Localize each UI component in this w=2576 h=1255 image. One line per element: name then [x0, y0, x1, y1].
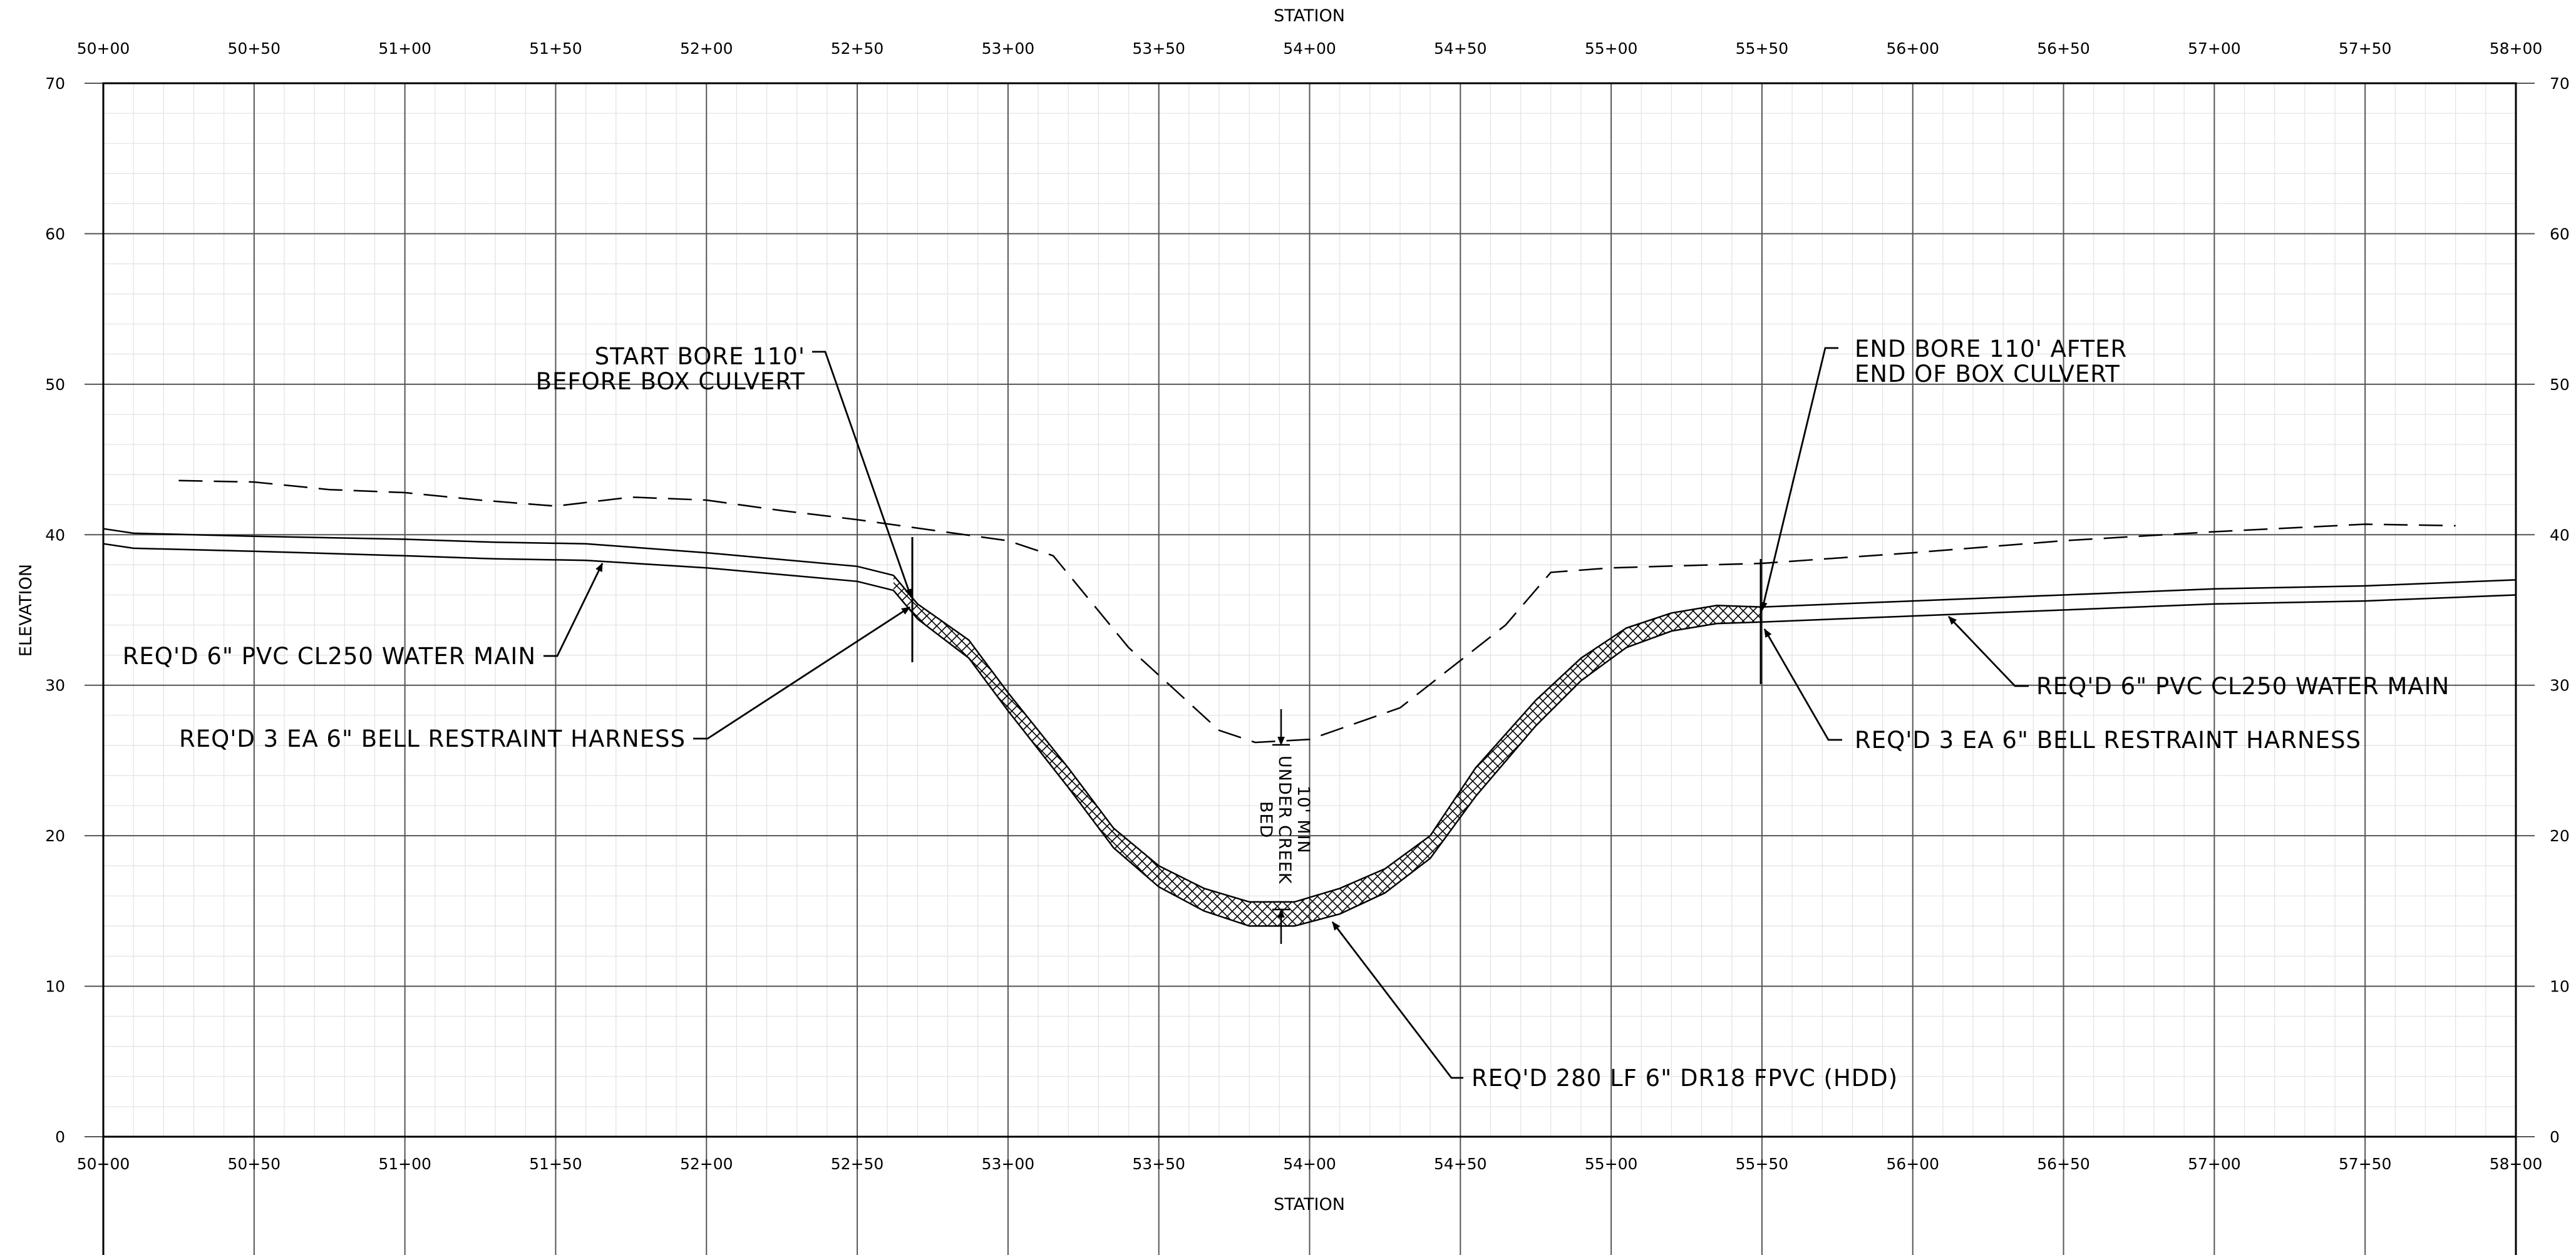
water-main-left-bottom — [103, 543, 894, 592]
station-tick-label-top: 54+00 — [1283, 39, 1336, 58]
station-tick-label-bottom: 50+00 — [77, 1155, 130, 1173]
station-tick-label-bottom: 56+00 — [1886, 1155, 1939, 1173]
plot-frame — [102, 82, 2517, 1138]
water-main-right-label: REQ'D 6" PVC CL250 WATER MAIN — [2036, 673, 2450, 700]
end-bore-label: END BORE 110' AFTER — [1855, 336, 2127, 362]
station-tick-label-bottom: 51+50 — [529, 1155, 582, 1173]
hdd-pipe-hatch — [893, 575, 1762, 926]
station-tick-label-top: 58+00 — [2490, 39, 2543, 58]
station-tick-label-bottom: 56+50 — [2037, 1155, 2090, 1173]
water-main-right-bottom — [1761, 594, 2517, 623]
y-axis-title: ELEVATION — [16, 564, 36, 657]
station-tick-label-bottom: 58+00 — [2490, 1155, 2543, 1173]
water-main-right-leader — [1947, 616, 2029, 687]
elevation-tick-label-right: 30 — [2550, 677, 2570, 695]
water-main-left-top — [103, 528, 894, 576]
svg-text:BED: BED — [1256, 801, 1275, 838]
start-bore-leader — [812, 351, 912, 598]
elevation-tick-label-left: 50 — [45, 376, 65, 394]
station-tick-label-bottom: 51+00 — [378, 1155, 431, 1173]
station-tick-label-bottom: 57+50 — [2339, 1155, 2392, 1173]
station-tick-label-top: 52+50 — [831, 39, 884, 58]
hdd-pipe-top — [892, 575, 1762, 903]
end-bore-label-2: END OF BOX CULVERT — [1855, 361, 2120, 387]
station-tick-label-top: 55+50 — [1736, 39, 1789, 58]
elevation-tick-label-right: 20 — [2550, 827, 2570, 845]
major-grid — [85, 83, 2535, 1255]
callout-text: START BORE 110' BEFORE BOX CULVERT END B… — [123, 336, 2450, 1092]
min-cover-note: 10' MIN UNDER CREEK BED — [1256, 756, 1313, 884]
water-main-left-leader — [544, 562, 604, 657]
water-main-left-label: REQ'D 6" PVC CL250 WATER MAIN — [123, 643, 536, 670]
station-tick-label-top: 57+50 — [2339, 39, 2392, 58]
station-tick-label-top: 57+00 — [2188, 39, 2241, 58]
elevation-tick-label-left: 30 — [45, 677, 65, 695]
station-tick-label-top: 50+50 — [228, 39, 281, 58]
station-tick-label-top: 54+50 — [1434, 39, 1487, 58]
elevation-tick-label-left: 60 — [45, 225, 65, 243]
hdd-pipe-leader — [1331, 921, 1463, 1079]
harness-left-label: REQ'D 3 EA 6" BELL RESTRAINT HARNESS — [179, 725, 686, 752]
hdd-pipe-label: REQ'D 280 LF 6" DR18 FPVC (HDD) — [1471, 1065, 1898, 1092]
harness-left-leader — [693, 606, 910, 740]
station-tick-label-top: 51+00 — [378, 39, 431, 58]
elevation-tick-label-right: 10 — [2550, 978, 2570, 996]
elevation-tick-label-right: 40 — [2550, 526, 2570, 544]
svg-text:UNDER CREEK: UNDER CREEK — [1275, 756, 1294, 884]
elevation-tick-label-right: 60 — [2550, 225, 2570, 243]
end-bore-leader — [1760, 347, 1838, 612]
station-tick-label-bottom: 52+50 — [831, 1155, 884, 1173]
station-tick-label-bottom: 54+50 — [1434, 1155, 1487, 1173]
station-tick-label-top: 51+50 — [529, 39, 582, 58]
station-tick-label-bottom: 55+00 — [1585, 1155, 1638, 1173]
harness-right-label: REQ'D 3 EA 6" BELL RESTRAINT HARNESS — [1855, 727, 2361, 754]
station-tick-label-top: 56+00 — [1886, 39, 1939, 58]
elevation-ticks: 0 0 10 10 20 20 30 30 40 40 50 50 60 60 70 70 — [45, 74, 2570, 1146]
station-tick-label-top: 50+00 — [77, 39, 130, 58]
elevation-tick-label-right: 0 — [2550, 1128, 2560, 1146]
harness-right-leader — [1763, 628, 1842, 741]
station-ticks: 50+00 50+00 50+50 50+50 51+00 51+00 51+50 51+50… — [77, 39, 2543, 1173]
elevation-tick-label-left: 70 — [45, 74, 65, 93]
existing-ground-line — [178, 479, 2456, 744]
elevation-tick-label-left: 10 — [45, 978, 65, 996]
leader-lines — [544, 347, 2029, 1079]
x-axis-title-top: STATION — [1274, 6, 1345, 26]
hdd-pipe-bottom — [892, 590, 1762, 927]
start-bore-label: START BORE 110' — [595, 343, 805, 370]
station-tick-label-bottom: 54+00 — [1283, 1155, 1336, 1173]
elevation-tick-label-left: 20 — [45, 827, 65, 845]
svg-text:10' MIN: 10' MIN — [1294, 786, 1313, 854]
station-tick-label-bottom: 55+50 — [1736, 1155, 1789, 1173]
station-tick-label-bottom: 57+00 — [2188, 1155, 2241, 1173]
elevation-tick-label-left: 40 — [45, 526, 65, 544]
elevation-tick-label-right: 50 — [2550, 376, 2570, 394]
station-tick-label-bottom: 53+50 — [1132, 1155, 1185, 1173]
elevation-tick-label-right: 70 — [2550, 74, 2570, 93]
station-tick-label-top: 53+00 — [982, 39, 1035, 58]
station-tick-label-bottom: 53+00 — [982, 1155, 1035, 1173]
x-axis-title-bottom: STATION — [1274, 1195, 1345, 1214]
elevation-tick-label-left: 0 — [55, 1128, 65, 1146]
station-tick-label-top: 53+50 — [1132, 39, 1185, 58]
station-tick-label-top: 56+50 — [2037, 39, 2090, 58]
station-tick-label-top: 55+00 — [1585, 39, 1638, 58]
water-main-right-top — [1761, 579, 2517, 608]
station-tick-label-bottom: 50+50 — [228, 1155, 281, 1173]
start-bore-label-2: BEFORE BOX CULVERT — [536, 368, 805, 395]
station-tick-label-bottom: 52+00 — [680, 1155, 733, 1173]
station-tick-label-top: 52+00 — [680, 39, 733, 58]
min-cover-dimension — [1272, 709, 1290, 944]
